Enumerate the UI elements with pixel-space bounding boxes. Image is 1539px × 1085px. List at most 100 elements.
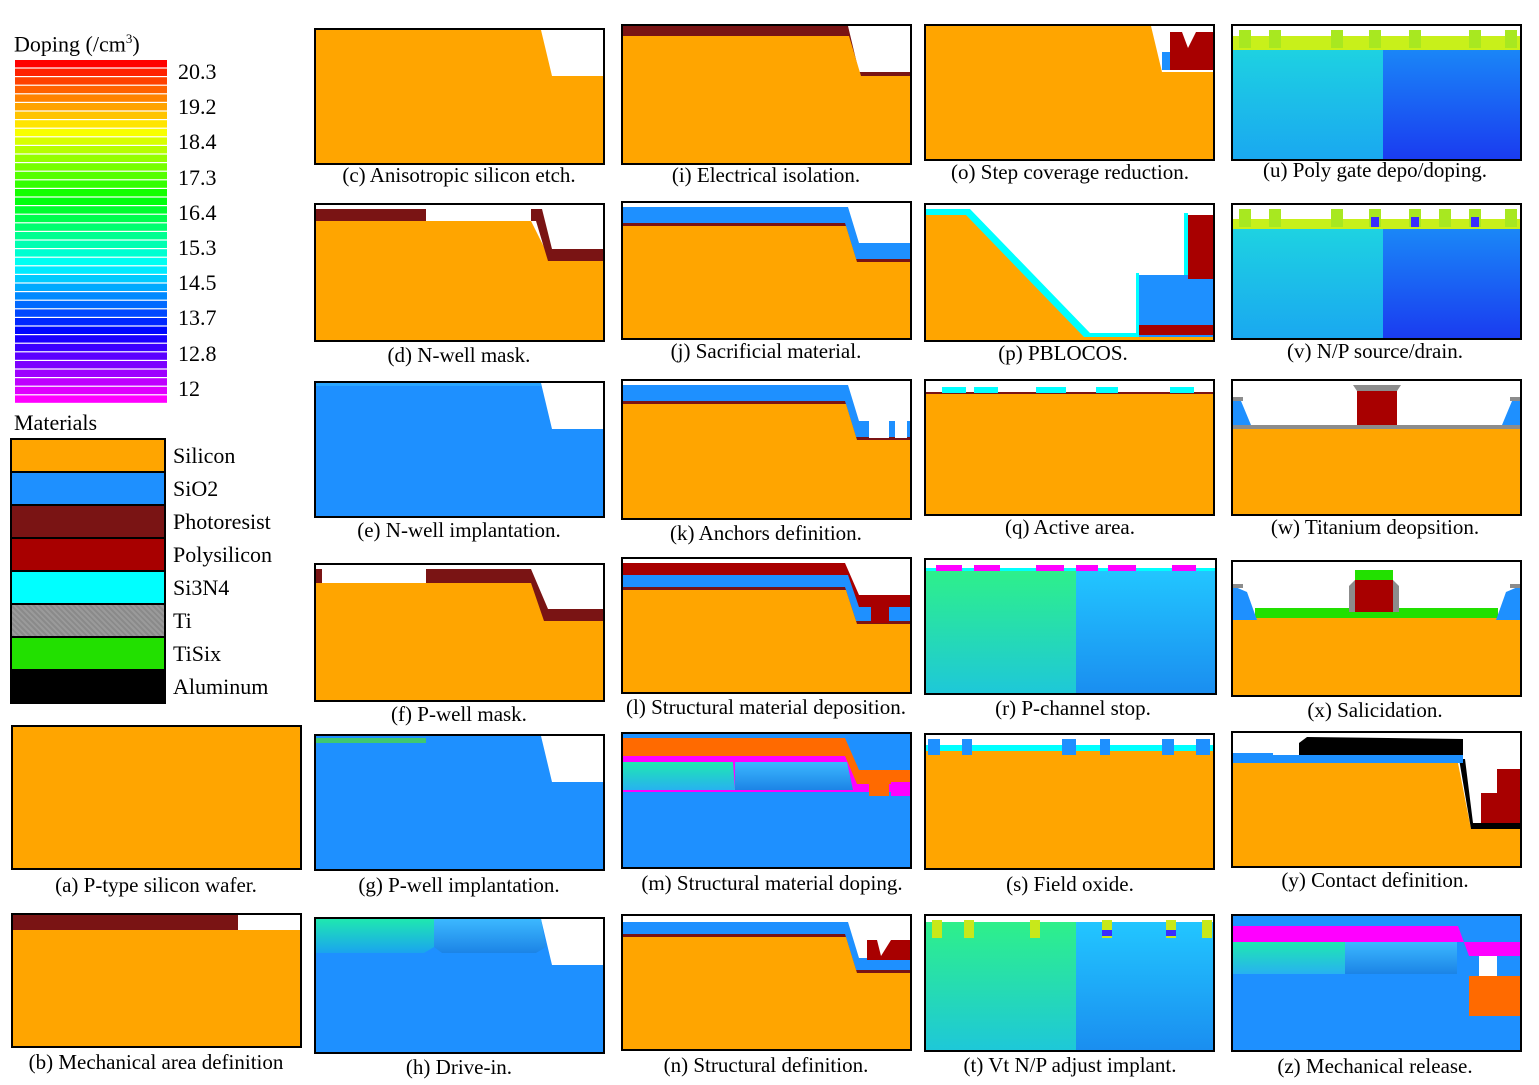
colorbar-band bbox=[15, 249, 167, 257]
field-oxide bbox=[1502, 399, 1520, 425]
silicon-substrate bbox=[316, 583, 603, 700]
colorbar-band bbox=[15, 60, 167, 68]
titanium-layer bbox=[1510, 397, 1520, 401]
anchor-doped bbox=[869, 774, 889, 796]
panel-d-caption: (d) N-well mask. bbox=[387, 343, 531, 367]
oxide-layer bbox=[1233, 753, 1273, 763]
panel-b bbox=[11, 913, 302, 1048]
panel-i bbox=[621, 24, 912, 165]
panel-k-caption: (k) Anchors definition. bbox=[670, 521, 862, 545]
panel-j-drawing bbox=[623, 207, 910, 338]
poly-gate-bump bbox=[1409, 30, 1421, 48]
colorbar-band bbox=[15, 206, 167, 214]
poly-gate-bump bbox=[1469, 30, 1481, 48]
titanium-layer bbox=[1510, 584, 1520, 588]
nitride-liner bbox=[1184, 213, 1188, 275]
titanium-layer bbox=[1233, 584, 1243, 588]
photoresist-layer bbox=[13, 915, 238, 930]
panel-g-drawing bbox=[316, 736, 603, 869]
doping-tick-label: 20.3 bbox=[178, 59, 217, 84]
channel-stop-implant bbox=[1036, 565, 1064, 571]
panel-u bbox=[1231, 24, 1522, 161]
p-well-doped bbox=[735, 762, 853, 790]
panel-f-caption: (f) P-well mask. bbox=[391, 702, 527, 726]
silicon-substrate bbox=[926, 215, 1084, 337]
panel-w bbox=[1231, 379, 1522, 516]
released-structure bbox=[1233, 926, 1520, 956]
panel-p-caption: (p) PBLOCOS. bbox=[998, 341, 1128, 365]
silicon-substrate bbox=[13, 915, 300, 1046]
panel-h bbox=[314, 917, 605, 1054]
polysilicon-structure bbox=[1497, 769, 1520, 795]
colorbar-band bbox=[15, 300, 167, 309]
panel-s bbox=[924, 733, 1215, 870]
titanium-silicide bbox=[1355, 570, 1393, 582]
material-label: Si3N4 bbox=[173, 575, 230, 600]
p-well-region bbox=[1383, 219, 1520, 338]
panel-m-drawing bbox=[623, 734, 910, 867]
vt-adjust-implant bbox=[1102, 920, 1112, 938]
p-well-region bbox=[1345, 942, 1457, 974]
vt-adjust-implant bbox=[1166, 920, 1176, 938]
source-drain-implant bbox=[1411, 217, 1419, 227]
doping-tick-label: 17.3 bbox=[178, 164, 217, 190]
colorbar-band bbox=[15, 352, 167, 360]
silicon-substrate bbox=[926, 393, 1213, 514]
colorbar-band bbox=[15, 266, 167, 274]
n-well-region bbox=[926, 570, 1076, 693]
material-swatch bbox=[10, 669, 166, 704]
colorbar-band bbox=[15, 309, 167, 317]
doping-title-end: ) bbox=[132, 31, 140, 57]
colorbar-band bbox=[15, 197, 167, 205]
colorbar-band bbox=[15, 275, 167, 283]
titanium-spacer bbox=[1349, 580, 1355, 612]
doping-tick-label: 19.2 bbox=[178, 94, 217, 120]
structural-polysilicon bbox=[867, 940, 910, 960]
silicon-substrate bbox=[623, 590, 910, 692]
material-label: TiSix bbox=[173, 641, 222, 666]
colorbar-band bbox=[15, 395, 167, 403]
silicon-substrate bbox=[13, 727, 300, 868]
aluminum-contact bbox=[1299, 737, 1463, 755]
panel-v-drawing bbox=[1233, 209, 1520, 338]
colorbar-band bbox=[15, 292, 167, 300]
colorbar-band bbox=[15, 223, 167, 231]
channel-stop-implant bbox=[1076, 565, 1098, 571]
panel-d bbox=[314, 203, 605, 342]
panel-j-caption: (j) Sacrificial material. bbox=[670, 339, 862, 363]
material-swatch bbox=[10, 504, 166, 539]
photoresist-mask bbox=[316, 209, 426, 221]
channel-stop-implant bbox=[936, 565, 962, 571]
panel-a-caption: (a) P-type silicon wafer. bbox=[55, 873, 257, 897]
colorbar-band bbox=[15, 85, 167, 94]
panel-q-drawing bbox=[926, 387, 1213, 514]
silicon-substrate bbox=[926, 749, 1213, 868]
panel-z bbox=[1231, 914, 1522, 1052]
channel-stop-implant bbox=[1108, 565, 1136, 571]
panel-y bbox=[1231, 731, 1522, 868]
silicon-substrate bbox=[316, 30, 603, 163]
material-swatch bbox=[10, 603, 166, 638]
source-drain-implant bbox=[1371, 217, 1379, 227]
doping-tick-label: 14.5 bbox=[178, 270, 217, 296]
panel-r-caption: (r) P-channel stop. bbox=[995, 696, 1151, 720]
panel-w-caption: (w) Titanium deopsition. bbox=[1270, 515, 1480, 539]
p-well-surface bbox=[316, 738, 426, 743]
polysilicon-structure bbox=[1481, 793, 1520, 823]
panel-c-caption: (c) Anisotropic silicon etch. bbox=[342, 163, 576, 187]
panel-p-drawing bbox=[926, 209, 1213, 340]
panel-v-caption: (v) N/P source/drain. bbox=[1287, 339, 1463, 363]
colorbar-band bbox=[15, 163, 167, 171]
titanium-layer bbox=[1233, 397, 1243, 401]
poly-gate-bump bbox=[1505, 30, 1517, 48]
panel-v bbox=[1231, 203, 1522, 340]
implant-surface bbox=[316, 383, 541, 386]
panel-r bbox=[924, 558, 1217, 695]
gate-bump bbox=[1269, 209, 1281, 227]
colorbar-band bbox=[15, 94, 167, 102]
colorbar-band bbox=[15, 189, 167, 197]
poly-gate-bump bbox=[1239, 30, 1251, 48]
panel-q-caption: (q) Active area. bbox=[1004, 515, 1135, 539]
field-oxide bbox=[962, 739, 972, 755]
panel-n bbox=[621, 914, 912, 1051]
